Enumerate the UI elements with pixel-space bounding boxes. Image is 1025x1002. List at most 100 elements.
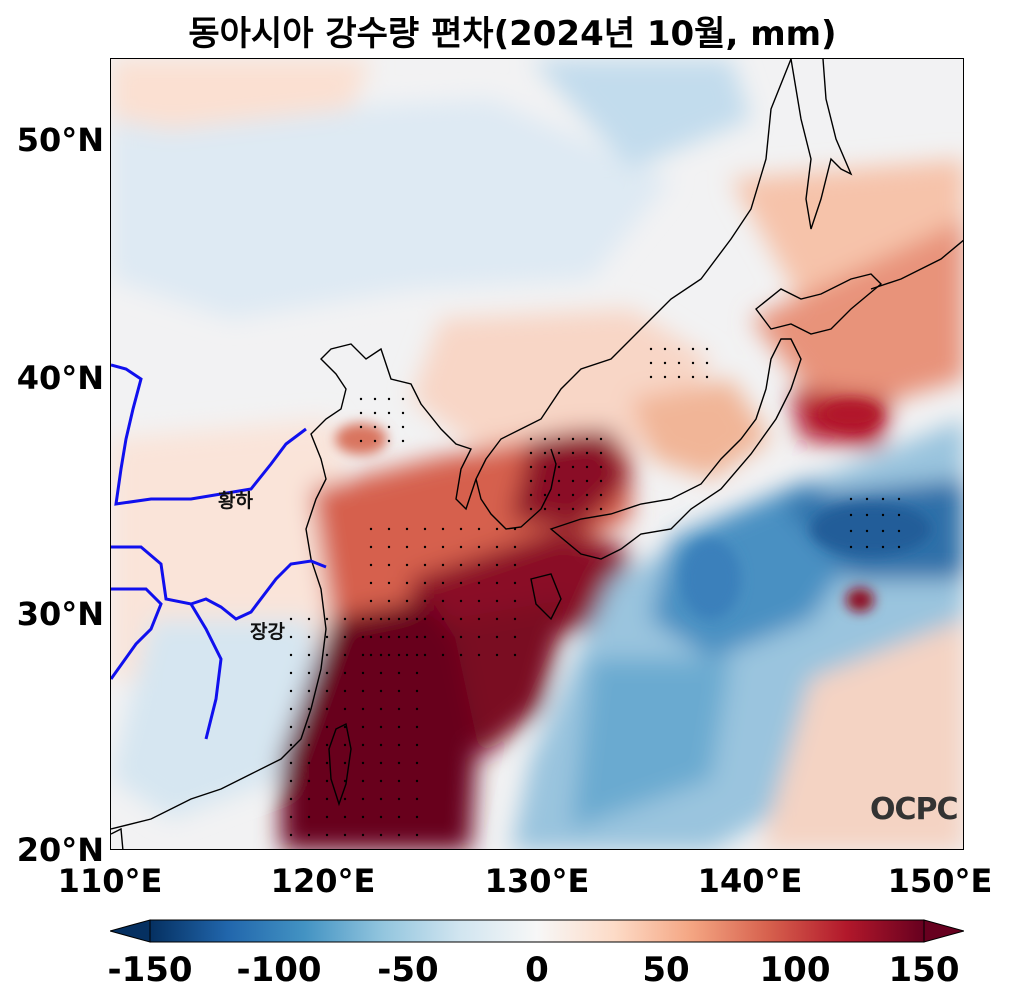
significance-dot <box>379 617 383 621</box>
significance-dot <box>343 743 347 747</box>
significance-dot <box>397 815 401 819</box>
significance-dot <box>599 465 603 469</box>
significance-dot <box>571 437 575 441</box>
significance-dot <box>705 347 709 351</box>
x-tick-label: 120°E <box>270 862 376 900</box>
significance-dot <box>289 743 293 747</box>
significance-dot <box>543 465 547 469</box>
significance-dot <box>379 797 383 801</box>
significance-dot <box>415 689 419 693</box>
significance-dots <box>289 347 901 837</box>
significance-dot <box>415 635 419 639</box>
map-title: 동아시아 강수량 편차(2024년 10월, mm) <box>188 14 837 54</box>
river-tributary <box>111 587 163 680</box>
significance-dot <box>343 707 347 711</box>
significance-dot <box>691 375 695 379</box>
significance-dot <box>865 545 869 549</box>
significance-dot <box>307 797 311 801</box>
significance-dot <box>897 545 901 549</box>
significance-dot <box>325 689 329 693</box>
significance-dot <box>401 425 405 429</box>
significance-dot <box>599 479 603 483</box>
significance-dot <box>289 815 293 819</box>
significance-dot <box>325 635 329 639</box>
significance-dot <box>325 761 329 765</box>
significance-dot <box>401 439 405 443</box>
significance-dot <box>373 439 377 443</box>
significance-dot <box>513 635 517 639</box>
significance-dot <box>401 397 405 401</box>
significance-dot <box>289 707 293 711</box>
significance-dot <box>307 707 311 711</box>
significance-dot <box>599 493 603 497</box>
rivers <box>111 363 327 740</box>
significance-dot <box>441 599 445 603</box>
significance-dot <box>325 671 329 675</box>
significance-dot <box>543 493 547 497</box>
significance-dot <box>387 545 391 549</box>
significance-dot <box>557 479 561 483</box>
significance-dot <box>379 779 383 783</box>
x-tick-label: 140°E <box>697 862 803 900</box>
significance-dot <box>373 397 377 401</box>
significance-dot <box>423 635 427 639</box>
significance-dot <box>599 507 603 511</box>
significance-dot <box>379 815 383 819</box>
significance-dot <box>289 797 293 801</box>
significance-dot <box>405 527 409 531</box>
significance-dot <box>397 617 401 621</box>
significance-dot <box>405 563 409 567</box>
significance-dot <box>405 635 409 639</box>
significance-dot <box>865 513 869 517</box>
significance-dot <box>585 437 589 441</box>
significance-dot <box>359 439 363 443</box>
significance-dot <box>557 437 561 441</box>
significance-dot <box>585 479 589 483</box>
significance-dot <box>379 653 383 657</box>
significance-dot <box>849 497 853 501</box>
significance-dot <box>495 581 499 585</box>
significance-dot <box>513 599 517 603</box>
significance-dot <box>599 437 603 441</box>
significance-dot <box>361 779 365 783</box>
significance-dot <box>387 653 391 657</box>
significance-dot <box>379 725 383 729</box>
significance-dot <box>677 361 681 365</box>
significance-dot <box>369 563 373 567</box>
colorbar-extend-low <box>110 919 151 943</box>
significance-dot <box>359 425 363 429</box>
yellow-river <box>111 363 307 506</box>
significance-dot <box>441 635 445 639</box>
significance-dot <box>379 635 383 639</box>
significance-dot <box>441 545 445 549</box>
significance-dot <box>325 743 329 747</box>
significance-dot <box>495 617 499 621</box>
significance-dot <box>397 635 401 639</box>
significance-dot <box>513 563 517 567</box>
significance-dot <box>359 411 363 415</box>
significance-dot <box>369 527 373 531</box>
significance-dot <box>387 599 391 603</box>
significance-dot <box>379 833 383 837</box>
y-tick-label: 40°N <box>16 359 104 397</box>
significance-dot <box>373 411 377 415</box>
significance-dot <box>343 653 347 657</box>
significance-dot <box>423 653 427 657</box>
significance-dot <box>585 465 589 469</box>
significance-dot <box>415 779 419 783</box>
significance-dot <box>865 497 869 501</box>
significance-dot <box>459 635 463 639</box>
significance-dot <box>397 707 401 711</box>
significance-dot <box>325 833 329 837</box>
significance-dot <box>495 527 499 531</box>
significance-dot <box>557 493 561 497</box>
significance-dot <box>849 529 853 533</box>
significance-dot <box>423 617 427 621</box>
significance-dot <box>649 375 653 379</box>
ocpc-logo: OCPC <box>870 792 959 827</box>
significance-dot <box>441 563 445 567</box>
significance-dot <box>415 743 419 747</box>
significance-dot <box>649 361 653 365</box>
significance-dot <box>477 653 481 657</box>
significance-dot <box>361 671 365 675</box>
